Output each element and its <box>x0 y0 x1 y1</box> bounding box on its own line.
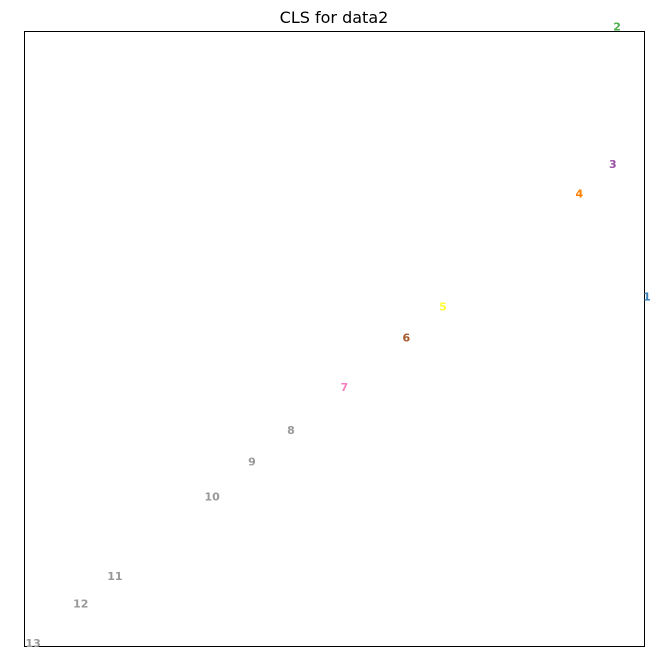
point-label-12: 12 <box>73 598 88 611</box>
point-label-4: 4 <box>575 187 583 200</box>
point-label-1: 1 <box>643 291 651 304</box>
point-label-6: 6 <box>402 331 410 344</box>
point-label-2: 2 <box>613 21 621 34</box>
point-label-10: 10 <box>205 491 221 504</box>
point-label-7: 7 <box>340 381 348 394</box>
point-label-8: 8 <box>287 424 295 437</box>
plot-area <box>24 31 645 647</box>
point-label-5: 5 <box>439 301 447 314</box>
point-label-9: 9 <box>248 456 256 469</box>
point-label-11: 11 <box>107 570 122 583</box>
point-label-13: 13 <box>25 637 40 650</box>
point-label-3: 3 <box>609 158 617 171</box>
chart-title: CLS for data2 <box>280 8 389 27</box>
